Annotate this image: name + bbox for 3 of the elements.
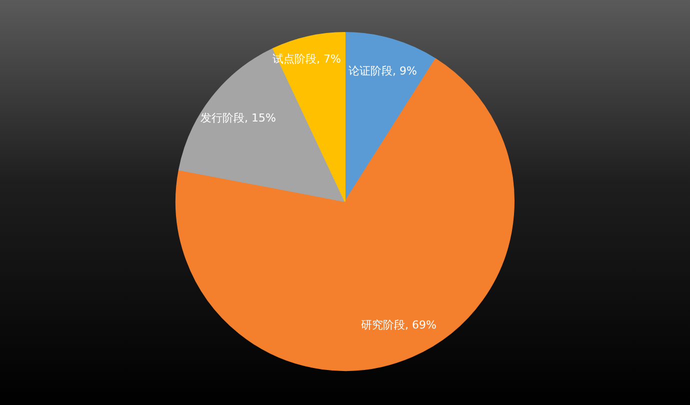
slice-label: 发行阶段, 15% bbox=[200, 111, 276, 124]
slice-label: 研究阶段, 69% bbox=[360, 318, 436, 332]
slice-label: 论证阶段, 9% bbox=[348, 64, 417, 78]
